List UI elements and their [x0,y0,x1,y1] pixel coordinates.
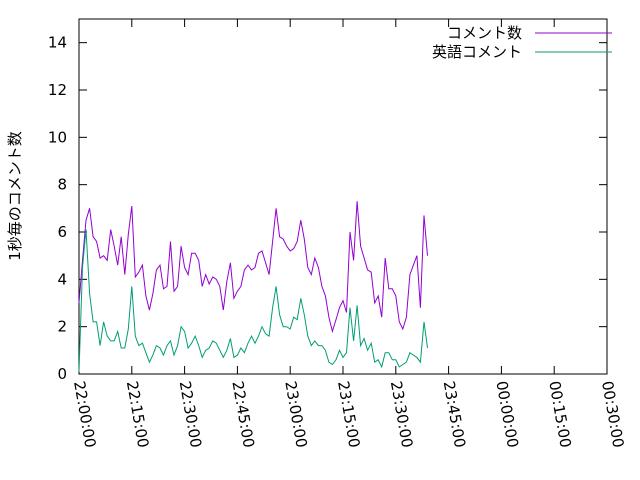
x-tick-label: 00:00:00 [492,380,521,449]
x-tick-label: 23:45:00 [440,380,469,449]
x-tick-label: 22:15:00 [123,380,152,449]
y-tick-label: 0 [57,365,67,383]
series-line-2 [78,229,428,372]
y-tick-label: 10 [48,128,67,146]
series-layer [78,201,428,372]
legend-label-2: 英語コメント [432,43,522,61]
series-line-1 [78,201,428,334]
legend-label-1: コメント数 [447,24,522,42]
x-tick-label: 23:15:00 [334,380,363,449]
y-tick-label: 14 [48,34,67,52]
x-tick-label: 00:15:00 [545,380,574,449]
y-axis-label: 1秒毎のコメント数 [6,131,24,261]
x-tick-label: 22:00:00 [70,380,99,449]
y-tick-label: 6 [57,223,67,241]
y-tick-label: 8 [57,176,67,194]
y-axis: 0 2 4 6 8 10 12 14 [48,34,607,383]
x-tick-label: 22:45:00 [228,380,257,449]
y-tick-label: 2 [57,318,67,336]
x-tick-label: 23:30:00 [387,380,416,449]
x-axis: 22:00:00 22:15:00 22:30:00 22:45:00 23:00:00… [70,19,627,449]
y-tick-label: 4 [57,270,67,288]
x-tick-label: 00:30:00 [598,380,627,449]
x-tick-label: 23:00:00 [281,380,310,449]
y-tick-label: 12 [48,81,67,99]
plot-frame [78,18,608,375]
x-tick-label: 22:30:00 [176,380,205,449]
